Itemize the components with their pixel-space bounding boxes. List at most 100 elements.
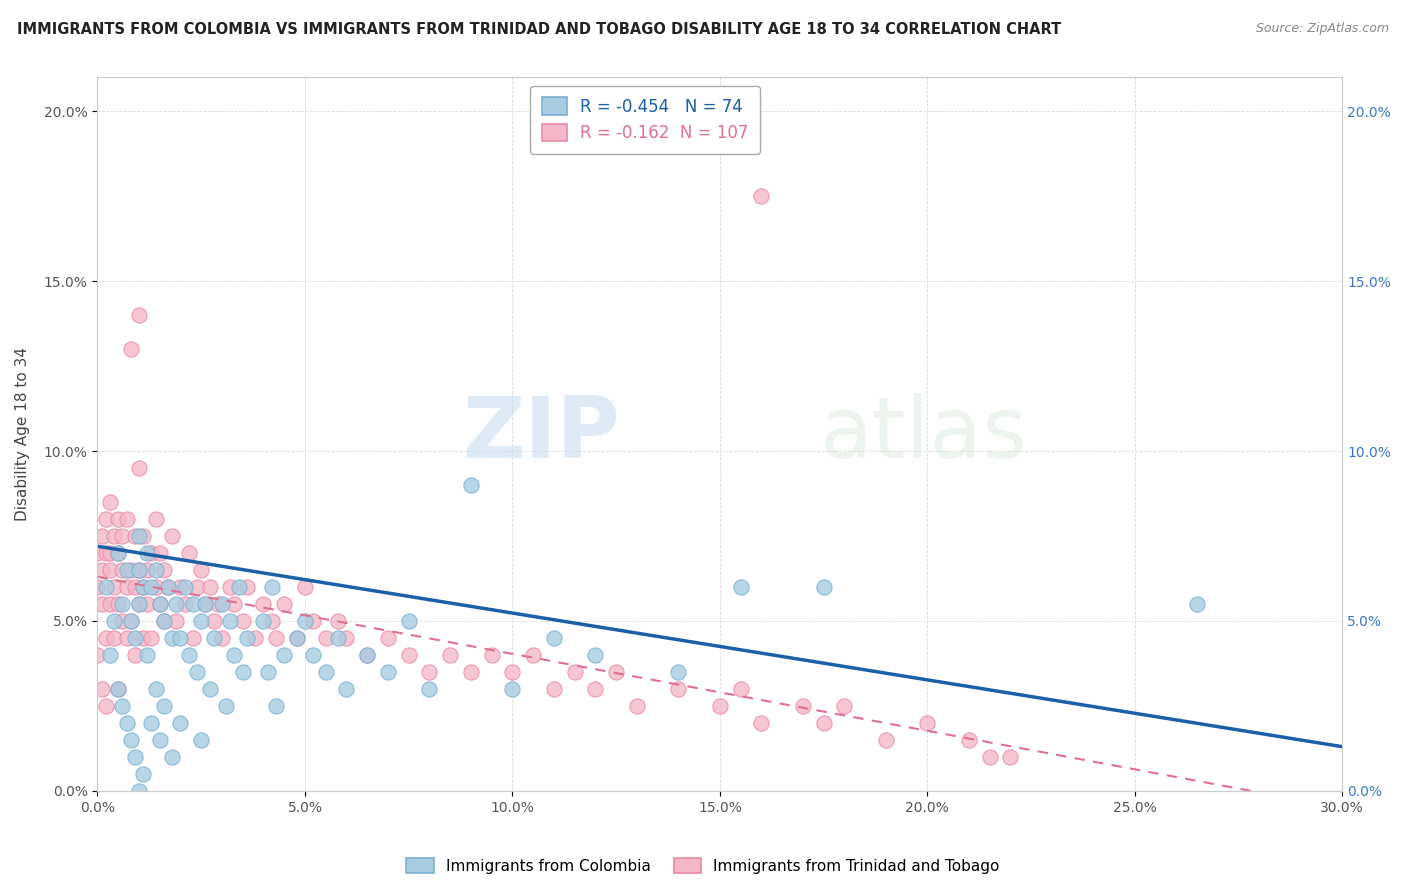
Point xyxy=(979,750,1001,764)
Point xyxy=(128,784,150,798)
Point xyxy=(460,665,482,679)
Point xyxy=(124,529,146,543)
Point xyxy=(141,546,163,560)
Point xyxy=(98,648,121,662)
Point xyxy=(115,715,138,730)
Point xyxy=(132,580,155,594)
Point xyxy=(236,580,259,594)
Point xyxy=(145,580,167,594)
Point xyxy=(460,478,482,492)
Point xyxy=(107,546,129,560)
Point xyxy=(377,665,399,679)
Point xyxy=(132,767,155,781)
Point xyxy=(153,614,176,628)
Point xyxy=(418,665,440,679)
Point xyxy=(169,631,191,645)
Point xyxy=(564,665,586,679)
Point xyxy=(120,563,142,577)
Point xyxy=(169,715,191,730)
Point xyxy=(194,597,217,611)
Point xyxy=(302,648,325,662)
Point xyxy=(157,580,180,594)
Point xyxy=(136,597,159,611)
Point xyxy=(86,580,108,594)
Point xyxy=(160,750,183,764)
Point xyxy=(335,631,357,645)
Point xyxy=(173,597,195,611)
Point xyxy=(136,546,159,560)
Point xyxy=(335,681,357,696)
Point xyxy=(626,698,648,713)
Point xyxy=(260,614,283,628)
Point xyxy=(157,580,180,594)
Point xyxy=(501,681,523,696)
Point xyxy=(356,648,378,662)
Point xyxy=(252,597,274,611)
Point xyxy=(132,631,155,645)
Point xyxy=(149,597,172,611)
Point xyxy=(875,732,897,747)
Point xyxy=(232,614,254,628)
Point xyxy=(124,750,146,764)
Point xyxy=(103,529,125,543)
Point xyxy=(169,580,191,594)
Point xyxy=(273,648,295,662)
Point xyxy=(543,631,565,645)
Point xyxy=(302,614,325,628)
Point xyxy=(202,614,225,628)
Point xyxy=(107,681,129,696)
Point xyxy=(917,715,939,730)
Point xyxy=(501,665,523,679)
Point xyxy=(136,563,159,577)
Point xyxy=(103,631,125,645)
Point xyxy=(1000,750,1022,764)
Point xyxy=(90,529,112,543)
Point xyxy=(111,563,134,577)
Point xyxy=(243,631,266,645)
Point xyxy=(219,614,242,628)
Point xyxy=(666,681,689,696)
Point xyxy=(186,580,208,594)
Legend: R = -0.454   N = 74, R = -0.162  N = 107: R = -0.454 N = 74, R = -0.162 N = 107 xyxy=(530,86,761,153)
Point xyxy=(439,648,461,662)
Point xyxy=(98,563,121,577)
Point xyxy=(224,597,246,611)
Point xyxy=(149,597,172,611)
Point xyxy=(294,580,316,594)
Point xyxy=(252,614,274,628)
Point xyxy=(583,648,606,662)
Point xyxy=(120,732,142,747)
Point xyxy=(709,698,731,713)
Point xyxy=(98,546,121,560)
Point xyxy=(90,597,112,611)
Point xyxy=(107,546,129,560)
Point xyxy=(834,698,856,713)
Point xyxy=(181,631,204,645)
Point xyxy=(98,495,121,509)
Text: atlas: atlas xyxy=(820,392,1028,475)
Point xyxy=(751,189,773,203)
Point xyxy=(328,614,350,628)
Point xyxy=(160,631,183,645)
Point xyxy=(153,698,176,713)
Point xyxy=(211,597,233,611)
Text: Source: ZipAtlas.com: Source: ZipAtlas.com xyxy=(1256,22,1389,36)
Y-axis label: Disability Age 18 to 34: Disability Age 18 to 34 xyxy=(15,347,30,521)
Point xyxy=(153,614,176,628)
Point xyxy=(141,715,163,730)
Point xyxy=(583,681,606,696)
Point xyxy=(165,597,187,611)
Point xyxy=(107,597,129,611)
Point xyxy=(94,580,117,594)
Point xyxy=(90,563,112,577)
Point xyxy=(149,546,172,560)
Point xyxy=(111,614,134,628)
Point xyxy=(177,648,200,662)
Text: ZIP: ZIP xyxy=(463,392,620,475)
Point xyxy=(111,698,134,713)
Point xyxy=(377,631,399,645)
Point xyxy=(124,648,146,662)
Point xyxy=(418,681,440,696)
Point xyxy=(356,648,378,662)
Point xyxy=(132,580,155,594)
